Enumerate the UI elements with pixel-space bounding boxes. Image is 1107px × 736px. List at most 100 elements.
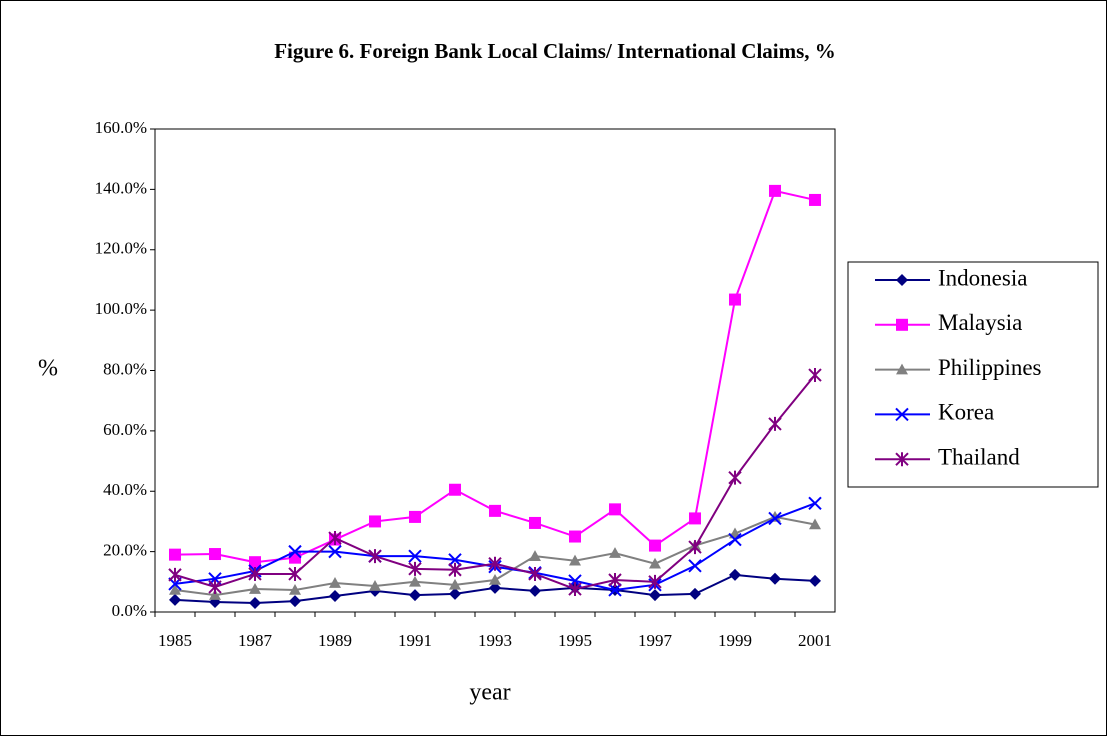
point: [768, 416, 782, 431]
point: [209, 548, 221, 561]
point: [408, 549, 422, 563]
point: [768, 511, 782, 526]
point: [608, 573, 622, 588]
point: [449, 587, 461, 600]
x-tick-label: 1989: [318, 631, 352, 650]
y-tick-label: 20.0%: [103, 541, 147, 560]
point: [329, 577, 341, 588]
legend-marker: [895, 452, 909, 467]
point: [529, 516, 541, 529]
point: [449, 483, 461, 496]
legend: [847, 261, 1099, 488]
legend-label: Indonesia: [938, 265, 1027, 290]
point: [649, 539, 661, 552]
point: [688, 540, 702, 555]
point: [648, 574, 662, 589]
point: [649, 589, 661, 602]
point: [609, 547, 621, 558]
point: [729, 293, 741, 306]
point: [328, 531, 342, 546]
legend-label: Malaysia: [938, 310, 1022, 335]
point: [769, 184, 781, 197]
y-tick-label: 80.0%: [103, 359, 147, 378]
point: [729, 568, 741, 581]
point: [289, 583, 301, 595]
point: [728, 470, 742, 485]
point: [529, 550, 541, 561]
point: [689, 512, 701, 525]
point: [168, 567, 182, 582]
point: [449, 578, 461, 590]
point: [809, 574, 821, 587]
point: [489, 504, 501, 517]
legend-marker: [896, 363, 908, 375]
point: [408, 561, 422, 576]
point: [488, 556, 502, 571]
point: [809, 193, 821, 206]
y-tick-label: 40.0%: [103, 480, 147, 499]
legend-marker: [896, 274, 908, 286]
y-tick-label: 160.0%: [95, 118, 147, 137]
point: [688, 559, 702, 573]
chart-title: Figure 6. Foreign Bank Local Claims/ Int…: [274, 39, 836, 63]
point: [369, 580, 381, 591]
point: [248, 566, 262, 581]
point: [529, 584, 541, 597]
point: [369, 515, 381, 528]
point: [288, 566, 302, 581]
point: [689, 587, 701, 600]
x-tick-label: 1997: [638, 631, 673, 650]
point: [328, 544, 342, 559]
y-tick-label: 120.0%: [95, 239, 147, 258]
point: [249, 556, 261, 569]
point: [568, 582, 582, 597]
legend-marker: [896, 318, 908, 331]
x-tick-label: 1995: [558, 631, 592, 650]
x-axis-label: year: [469, 680, 510, 706]
point: [448, 562, 462, 577]
x-tick-label: 2001: [798, 631, 832, 650]
y-tick-label: 140.0%: [95, 178, 147, 197]
point: [289, 595, 301, 608]
point: [808, 368, 822, 383]
x-tick-label: 1985: [158, 631, 192, 650]
point: [209, 589, 221, 600]
point: [368, 549, 382, 564]
legend-marker: [895, 407, 909, 422]
x-tick-label: 1999: [718, 631, 752, 650]
point: [288, 544, 302, 559]
point: [649, 557, 661, 569]
y-tick-label: 100.0%: [95, 299, 147, 318]
point: [769, 572, 781, 585]
point: [169, 583, 181, 595]
legend-label: Thailand: [938, 444, 1020, 469]
y-axis-label: %: [38, 356, 58, 382]
point: [409, 575, 421, 587]
point: [409, 589, 421, 602]
legend-label: Philippines: [938, 355, 1042, 380]
point: [169, 548, 181, 561]
point: [208, 579, 222, 594]
point: [489, 574, 501, 585]
point: [528, 566, 542, 581]
point: [409, 510, 421, 523]
x-tick-label: 1991: [398, 631, 432, 650]
point: [808, 496, 822, 511]
point: [448, 553, 462, 567]
point: [569, 530, 581, 543]
x-tick-label: 1993: [478, 631, 512, 650]
point: [608, 583, 622, 597]
y-tick-label: 0.0%: [112, 601, 147, 620]
y-tick-label: 60.0%: [103, 420, 147, 439]
legend-label: Korea: [938, 400, 994, 425]
point: [249, 596, 261, 609]
point: [169, 593, 181, 606]
point: [489, 581, 501, 594]
point: [809, 518, 821, 530]
x-tick-label: 1987: [238, 631, 273, 650]
point: [569, 554, 581, 566]
point: [728, 532, 742, 547]
point: [329, 590, 341, 603]
point: [609, 503, 621, 516]
